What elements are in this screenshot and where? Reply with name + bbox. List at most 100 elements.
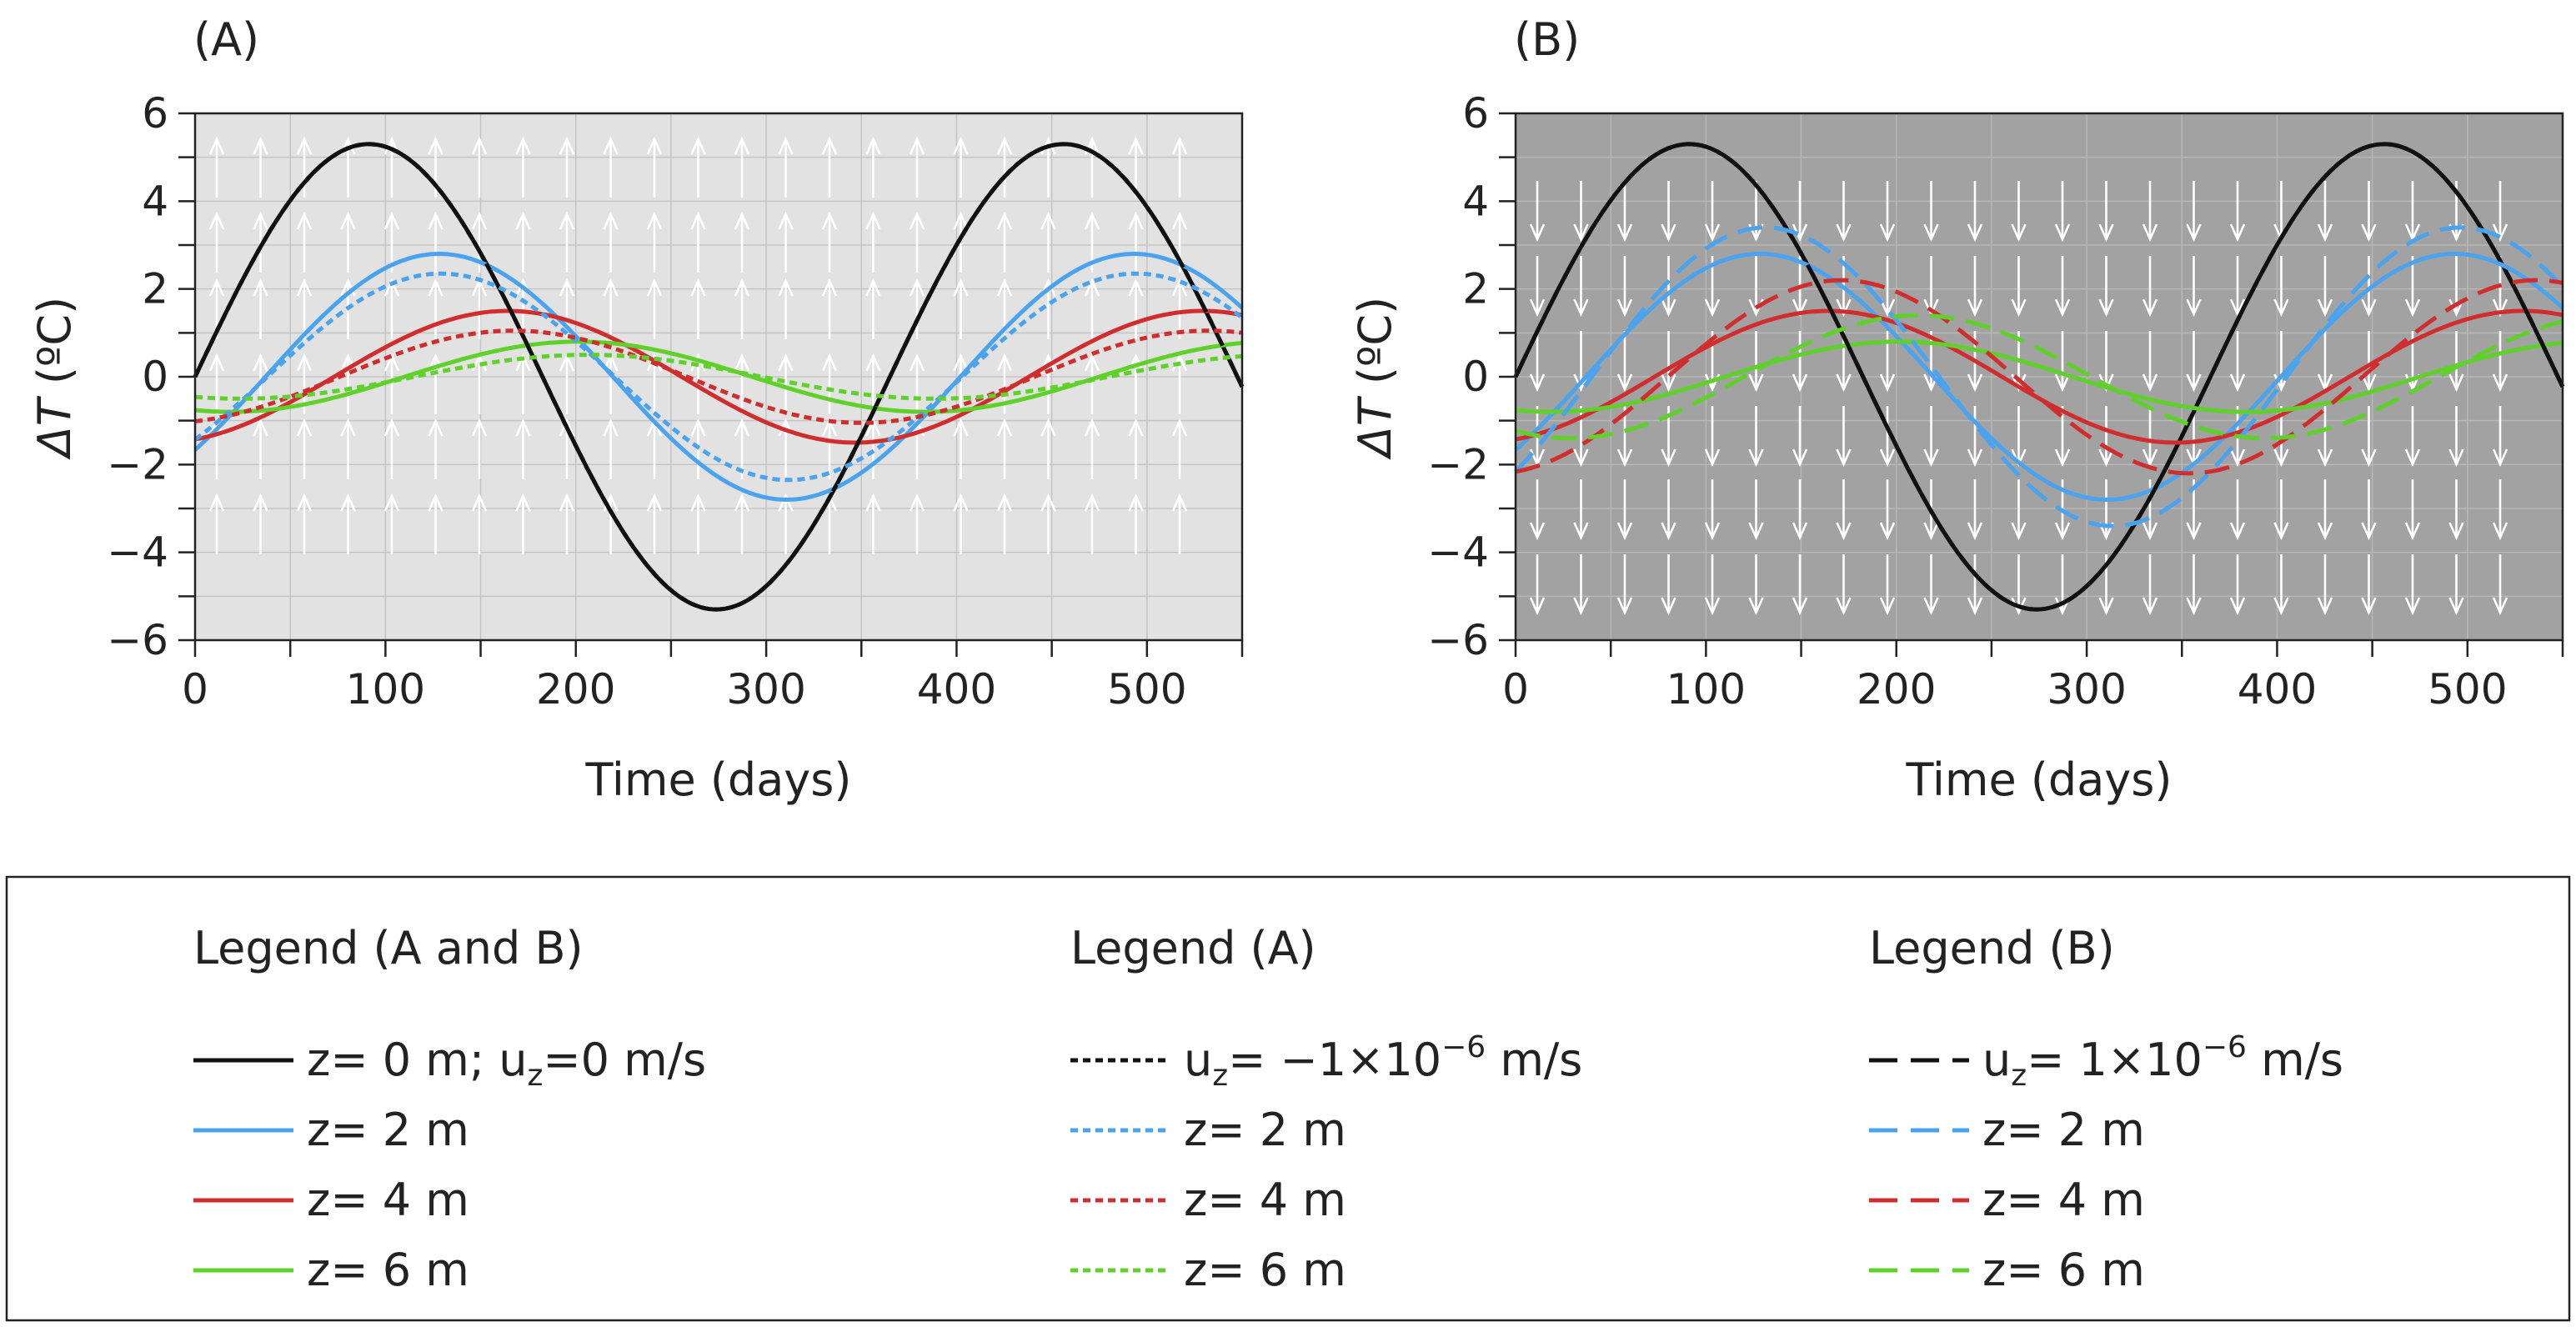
flow-arrow-head	[2229, 223, 2246, 243]
flow-arrow-head	[1128, 418, 1144, 437]
flow-arrow-head	[428, 278, 444, 297]
flow-arrow-head	[646, 136, 663, 155]
legend-text: z= 0 m; u	[307, 1034, 527, 1086]
flow-arrow-head	[1836, 223, 1852, 243]
flow-arrow-head	[865, 136, 881, 155]
flow-arrow-head	[1704, 298, 1721, 318]
flow-arrow-head	[428, 211, 444, 230]
flow-arrow-head	[2361, 373, 2377, 393]
flow-arrow-head	[471, 418, 488, 437]
flow-arrow-head	[2404, 448, 2421, 468]
flow-arrow-head	[646, 353, 663, 372]
flow-arrow-head	[253, 353, 268, 372]
flow-arrow-head	[996, 136, 1013, 155]
y-tick-label: −6	[107, 616, 168, 664]
flow-arrow-head	[1084, 211, 1100, 230]
panel-label: (B)	[1514, 13, 1580, 66]
flow-arrow-head	[1879, 597, 1896, 616]
flow-arrow-head	[734, 136, 750, 155]
x-tick-label: 300	[2047, 665, 2126, 714]
flow-arrow-head	[1128, 493, 1144, 512]
flow-arrow-head	[428, 493, 444, 512]
flow-arrow-head	[1529, 373, 1546, 393]
flow-arrow-head	[2011, 298, 2027, 318]
flow-arrow-head	[1748, 373, 1764, 393]
flow-arrow-head	[1967, 448, 1983, 468]
flow-arrow-head	[1836, 597, 1852, 616]
flow-arrow-head	[821, 136, 838, 155]
flow-arrow-head	[1171, 493, 1188, 512]
flow-arrow-head	[1573, 448, 1589, 468]
flow-arrow-head	[340, 418, 356, 437]
series-line-a-4	[193, 142, 1245, 612]
series-curves	[193, 142, 1245, 612]
legend-text: z= 6 m	[307, 1244, 469, 1296]
flow-arrow-head	[1923, 522, 1939, 541]
flow-arrow-head	[2142, 298, 2158, 318]
legend-text: = 1×10	[2027, 1034, 2203, 1086]
flow-arrow-head	[2492, 223, 2508, 243]
flow-arrow-head	[383, 353, 400, 372]
panel-a-chart: 0 100 200 300 400 500 −6 −4 −2 0 2 4 6 Time (days) ΔT …	[28, 13, 1245, 806]
y-axis-symbol: ΔT	[1349, 395, 1401, 460]
flow-arrow-head	[1529, 522, 1546, 541]
series-line-b-3	[1515, 339, 2563, 414]
flow-arrow-head	[1573, 298, 1589, 318]
flow-arrow-head	[953, 418, 969, 437]
legend-text: z= 4 m	[307, 1174, 469, 1226]
legend-entry-label: z= 4 m	[1982, 1174, 2145, 1226]
flow-arrow-head	[1661, 448, 1676, 468]
flow-arrow-head	[2098, 223, 2114, 243]
flow-arrow-head	[2317, 597, 2333, 616]
flow-arrow-head	[1748, 448, 1764, 468]
flow-arrow-head	[2186, 223, 2202, 243]
x-axis-label: Time (days)	[585, 754, 852, 806]
flow-arrow-head	[2361, 223, 2377, 243]
flow-arrow-head	[2273, 597, 2289, 616]
series-line-b-1	[1514, 251, 2564, 503]
flow-arrow-head	[690, 211, 706, 230]
x-tick-label: 200	[1857, 665, 1936, 714]
legend-entry-label: uz= −1×10−6 m/s	[1184, 1030, 1582, 1093]
flow-arrow-head	[1171, 418, 1188, 437]
panel-b-chart: 0 100 200 300 400 500 −6 −4 −2 0 2 4 6 Time (days) ΔT …	[1349, 13, 2565, 806]
flow-arrow-head	[2142, 223, 2158, 243]
legend-entry-label: z= 4 m	[1184, 1174, 1346, 1226]
flow-arrow-head	[690, 418, 706, 437]
flow-arrow-head	[996, 353, 1013, 372]
flow-arrow-head	[646, 278, 663, 297]
flow-arrow-head	[2011, 223, 2027, 243]
flow-arrow-head	[734, 353, 750, 372]
flow-arrow-head	[690, 493, 706, 512]
flow-arrow-head	[1573, 223, 1589, 243]
flow-arrow-head	[208, 136, 225, 155]
flow-arrow-head	[1171, 136, 1188, 155]
flow-arrow-head	[1084, 493, 1100, 512]
series-line-a-2	[194, 308, 1243, 445]
x-axis-label: Time (days)	[1906, 754, 2173, 806]
flow-arrow-head	[1967, 373, 1983, 393]
flow-arrow-head	[996, 211, 1013, 230]
flow-arrow-head	[1128, 278, 1144, 297]
flow-arrow-head	[2229, 448, 2246, 468]
y-axis-label: ΔT (ºC)	[1349, 297, 1401, 460]
flow-arrow-head	[2492, 373, 2508, 393]
flow-arrow-head	[1923, 597, 1939, 616]
flow-arrow-head	[778, 136, 794, 155]
flow-arrow-head	[2448, 448, 2464, 468]
legend-entry-label: z= 2 m	[307, 1104, 469, 1156]
y-tick-label: 4	[1462, 177, 1489, 225]
flow-arrow-head	[1616, 522, 1633, 541]
flow-arrow-head	[1661, 522, 1676, 541]
flow-arrow-head	[2054, 373, 2071, 393]
flow-arrow-head	[2317, 223, 2333, 243]
flow-arrow-head	[208, 353, 225, 372]
flow-arrow-head	[2186, 373, 2202, 393]
flow-arrow-head	[646, 211, 663, 230]
y-tick-label: −6	[1427, 616, 1489, 664]
flow-arrow-head	[778, 493, 794, 512]
flow-arrow-head	[1879, 522, 1896, 541]
x-tick-label: 200	[536, 665, 615, 714]
legend-text: = −1×10	[1228, 1034, 1441, 1086]
series-curves	[1513, 142, 2565, 612]
